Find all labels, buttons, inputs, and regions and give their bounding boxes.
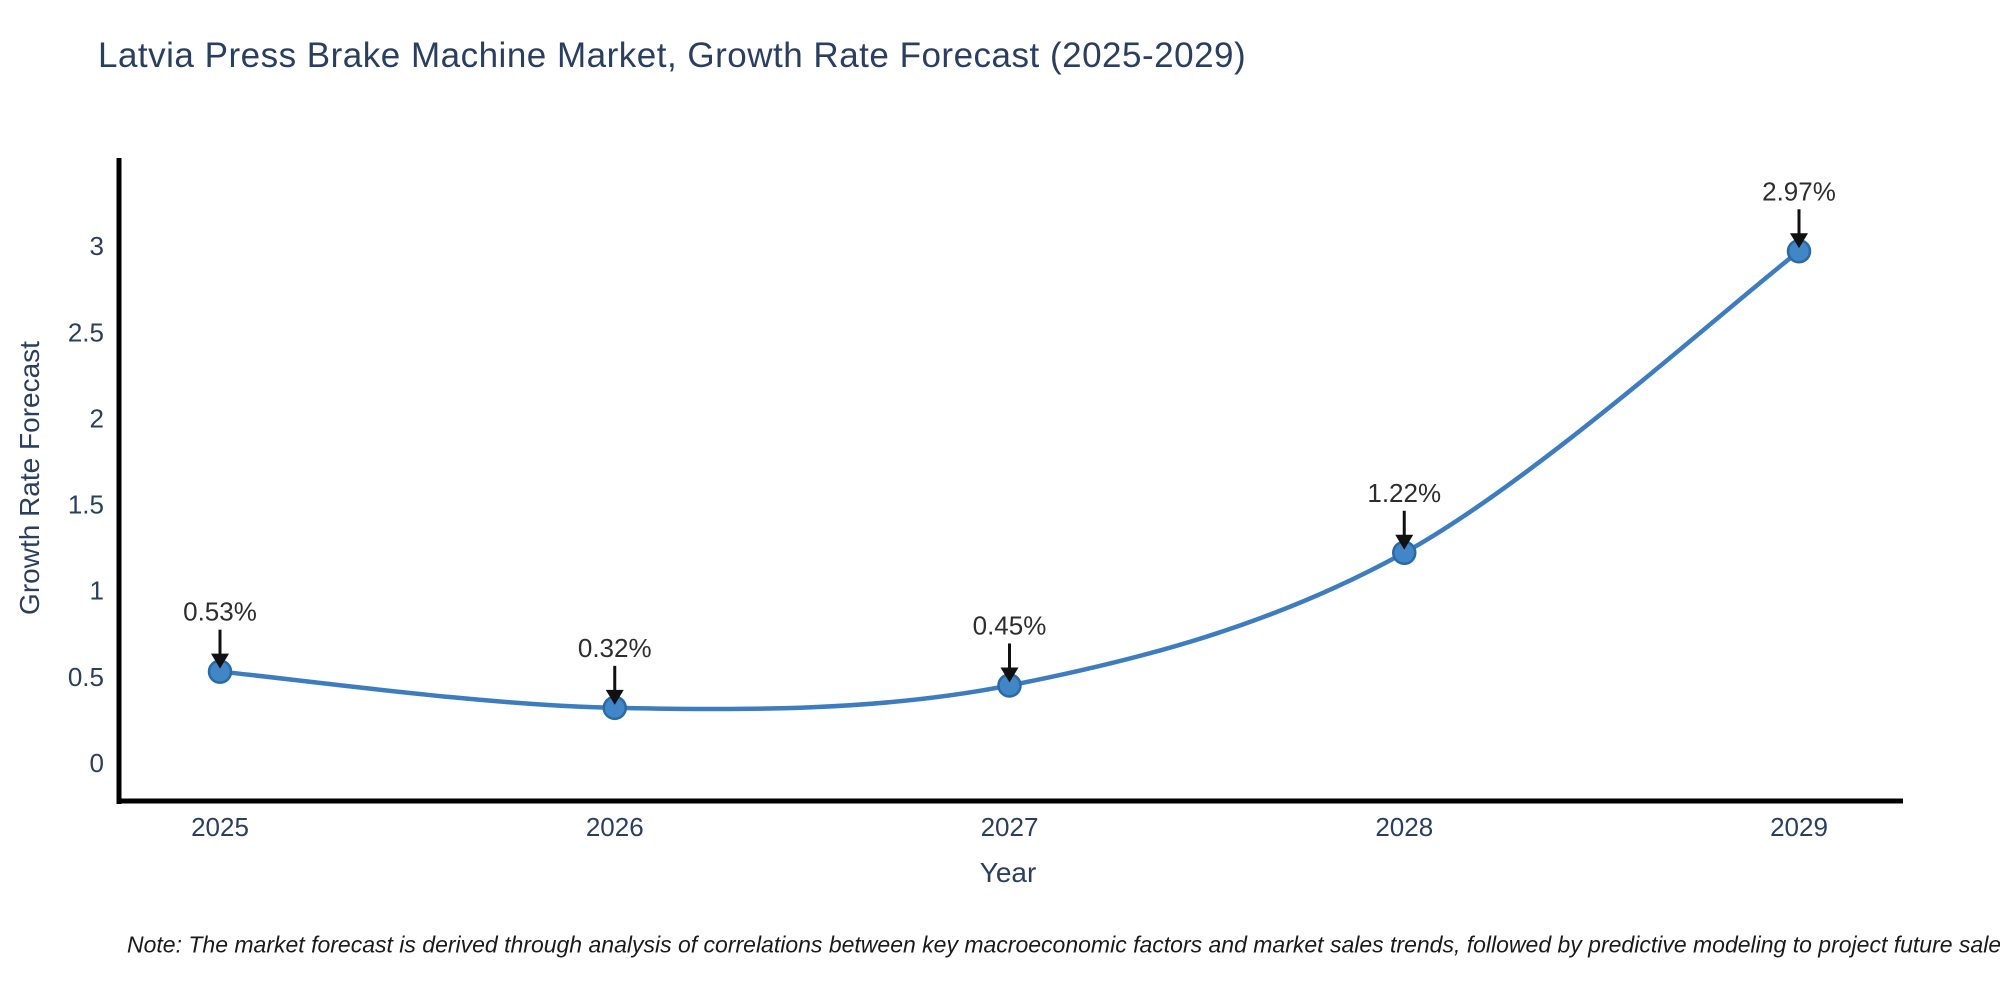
footnote: Note: The market forecast is derived thr… <box>127 931 2000 958</box>
y-tick-label: 2 <box>90 403 104 433</box>
axes <box>116 158 1903 804</box>
chart-title: Latvia Press Brake Machine Market, Growt… <box>98 36 1247 75</box>
annotation-arrow-head <box>1790 233 1808 249</box>
point-annotations: 0.53% 0.32% 0.45% 1.22% 2.97% <box>183 176 1836 705</box>
y-tick-labels: 0 0.5 1 1.5 2 2.5 3 <box>68 231 104 778</box>
trend-line-group <box>217 249 1802 712</box>
annotation-arrow-head <box>1395 534 1414 550</box>
annotation-label: 0.53% <box>183 597 257 627</box>
x-tick-labels: 2025 2026 2027 2028 2029 <box>191 812 1828 842</box>
x-tick-label: 2028 <box>1375 812 1433 842</box>
annotation-label: 1.22% <box>1367 478 1441 508</box>
x-tick-label: 2025 <box>191 812 249 842</box>
annotation-label: 0.32% <box>578 633 652 663</box>
y-tick-label: 0.5 <box>68 662 104 692</box>
annotation-label: 0.45% <box>973 610 1047 640</box>
annotation-arrow-head <box>211 653 229 669</box>
x-axis-title: Year <box>979 857 1037 888</box>
y-tick-label: 1 <box>90 576 104 606</box>
x-tick-label: 2029 <box>1770 812 1828 842</box>
y-tick-label: 1.5 <box>68 490 104 520</box>
annotation-label: 2.97% <box>1762 176 1836 206</box>
trend-line <box>217 249 1802 712</box>
y-tick-label: 3 <box>90 231 104 261</box>
y-tick-label: 0 <box>90 748 104 778</box>
x-tick-label: 2026 <box>586 812 644 842</box>
annotation-arrow-head <box>1000 667 1019 683</box>
y-tick-label: 2.5 <box>68 317 104 347</box>
annotation-arrow-head <box>605 689 624 705</box>
x-tick-label: 2027 <box>981 812 1039 842</box>
